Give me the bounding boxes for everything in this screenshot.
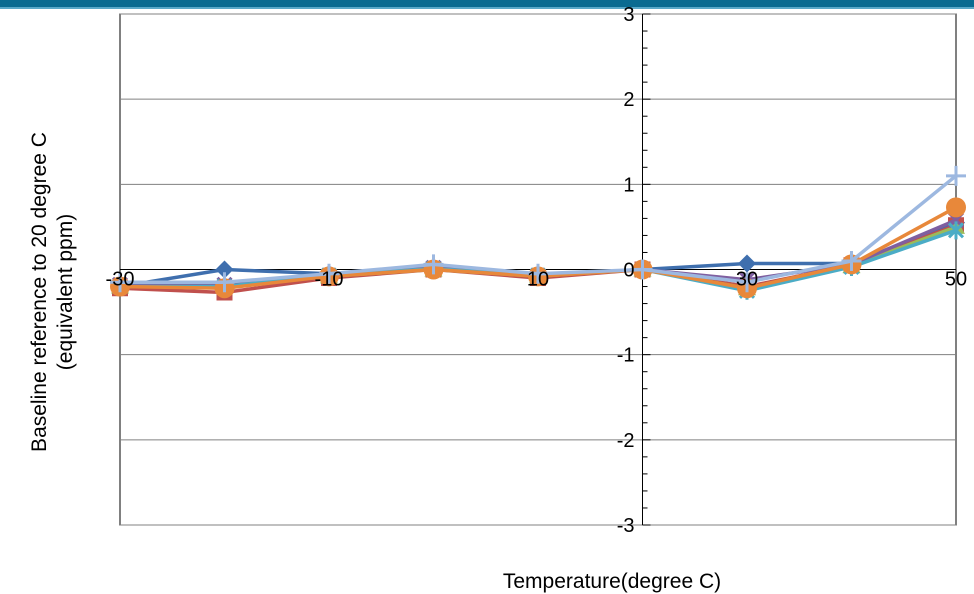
series-7 — [110, 165, 966, 293]
y-tick-label: 2 — [623, 89, 634, 111]
y-tick-label: -2 — [617, 430, 635, 452]
x-tick-label: 50 — [945, 269, 967, 291]
point-marker — [528, 263, 548, 284]
point-marker — [841, 250, 862, 271]
point-marker — [319, 263, 339, 284]
point-marker — [737, 272, 757, 293]
y-tick-label: -3 — [617, 515, 635, 537]
point-marker — [215, 260, 234, 279]
x-tick-label: 30 — [736, 269, 758, 291]
x-axis-title: Temperature(degree C) — [503, 570, 721, 593]
point-marker — [214, 272, 235, 293]
point-marker — [946, 197, 966, 218]
point-marker — [946, 165, 966, 186]
point-marker — [110, 272, 130, 293]
x-tick-label: -10 — [315, 269, 344, 291]
x-tick-label: 10 — [527, 269, 549, 291]
y-tick-label: 0 — [623, 260, 634, 282]
point-marker — [738, 254, 756, 273]
point-marker — [632, 259, 653, 280]
y-tick-label: -1 — [617, 345, 635, 367]
y-axis-title-line2: (equivalent ppm) — [54, 214, 77, 370]
point-marker — [947, 221, 965, 240]
point-marker — [423, 254, 444, 275]
x-tick-label: -30 — [106, 269, 135, 291]
window-top-bar — [0, 0, 974, 7]
y-tick-label: 3 — [623, 4, 634, 26]
window-top-accent — [0, 7, 974, 9]
y-axis-title-line1: Baseline reference to 20 degree C — [28, 132, 51, 452]
y-tick-label: 1 — [623, 174, 634, 196]
